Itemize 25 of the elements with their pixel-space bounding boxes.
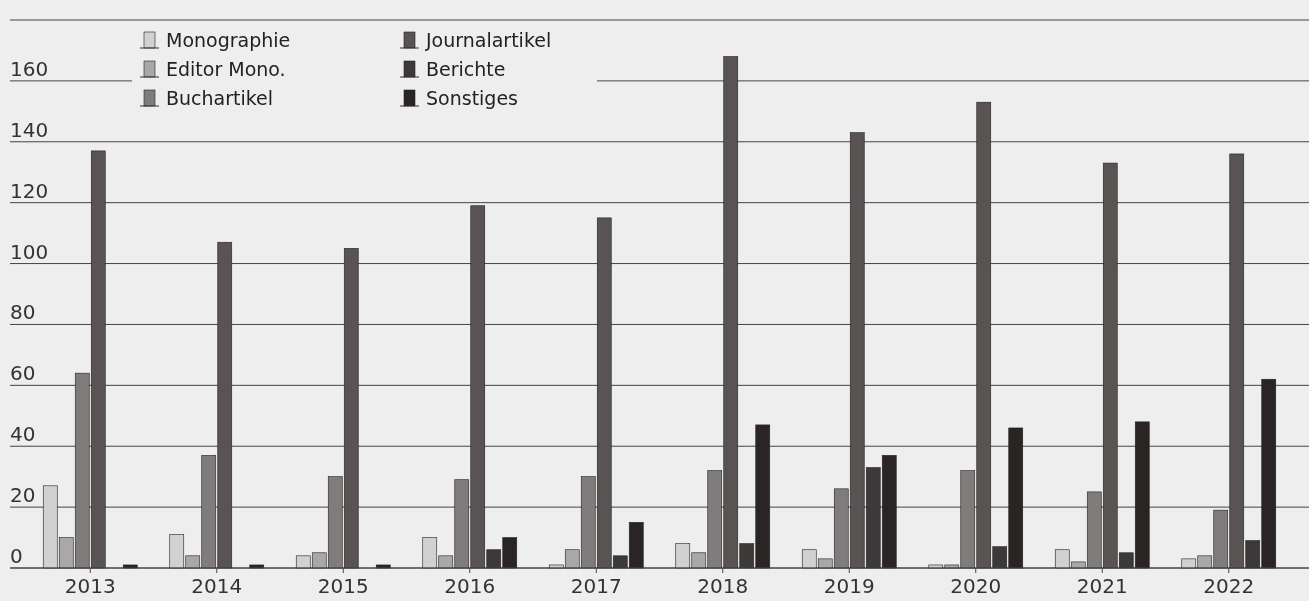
y-tick-label: 20	[10, 483, 36, 508]
legend-label: Sonstiges	[426, 87, 519, 109]
y-tick-label: 80	[10, 300, 36, 325]
y-tick-label: 160	[10, 56, 49, 81]
x-tick-label: 2018	[697, 574, 749, 598]
legend-label: Monographie	[166, 29, 291, 51]
x-tick-label: 2019	[823, 574, 875, 598]
legend-label: Journalartikel	[425, 29, 552, 51]
y-tick-label: 100	[10, 239, 49, 264]
x-tick-label: 2014	[191, 574, 243, 598]
x-tick-label: 2017	[570, 574, 622, 598]
y-tick-label: 0	[10, 544, 23, 568]
legend-label: Berichte	[426, 58, 506, 80]
y-tick-label: 40	[10, 422, 36, 447]
y-tick-label: 120	[10, 178, 49, 203]
x-tick-label: 2020	[950, 574, 1002, 598]
y-tick-label: 60	[10, 361, 36, 386]
x-tick-label: 2021	[1076, 574, 1128, 598]
x-tick-label: 2016	[444, 574, 496, 598]
legend-label: Editor Mono.	[166, 58, 286, 80]
x-tick-label: 2015	[317, 574, 369, 598]
x-tick-label: 2013	[64, 574, 116, 598]
legend-label: Buchartikel	[166, 87, 274, 109]
y-tick-label: 140	[10, 117, 49, 142]
x-tick-label: 2022	[1203, 574, 1255, 598]
